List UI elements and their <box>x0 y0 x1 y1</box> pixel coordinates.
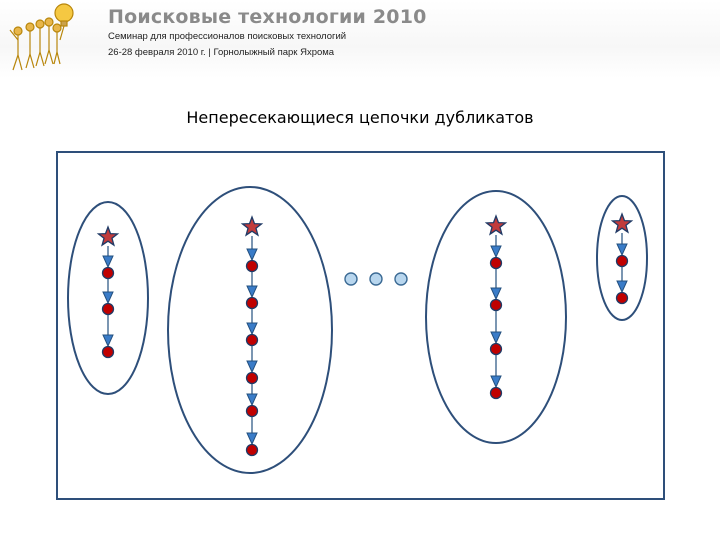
chain-arrow-head <box>246 393 258 407</box>
chain-ellipse <box>425 190 567 444</box>
duplicate-chain <box>67 201 149 395</box>
original-star-node <box>610 212 634 234</box>
chain-arrow-head <box>490 245 502 259</box>
chain-arrow-head <box>490 287 502 301</box>
chain-arrow-head <box>616 280 628 294</box>
chain-arrow-head <box>246 322 258 336</box>
logo-lightbulb-figures <box>9 3 74 71</box>
duplicate-node <box>245 404 259 418</box>
duplicate-node <box>245 333 259 347</box>
duplicate-node <box>489 342 503 356</box>
duplicate-node <box>615 291 629 305</box>
duplicate-node <box>615 254 629 268</box>
chain-arrow-head <box>616 243 628 257</box>
chain-arrow-head <box>102 255 114 269</box>
duplicate-node <box>245 296 259 310</box>
conference-subtitle: Семинар для профессионалов поисковых тех… <box>108 31 347 42</box>
chain-ellipse <box>596 195 648 321</box>
chain-arrow-head <box>246 432 258 446</box>
chain-arrow-head <box>246 285 258 299</box>
duplicate-chain <box>596 195 648 321</box>
duplicate-chain <box>167 186 333 474</box>
duplicate-node <box>245 259 259 273</box>
conference-date-location: 26-28 февраля 2010 г. | Горнолыжный парк… <box>108 47 335 58</box>
duplicate-node <box>489 256 503 270</box>
ellipsis-dot <box>394 272 408 286</box>
duplicate-chain <box>425 190 567 444</box>
original-star-node <box>240 215 264 237</box>
chain-ellipse <box>167 186 333 474</box>
conference-title: Поисковые технологии 2010 <box>108 6 427 28</box>
duplicate-node <box>245 371 259 385</box>
chain-arrow-head <box>102 291 114 305</box>
chain-arrow-head <box>490 331 502 345</box>
chain-arrow-head <box>490 375 502 389</box>
chain-arrow-head <box>246 360 258 374</box>
diagram-frame <box>56 151 665 500</box>
chain-arrow-head <box>246 248 258 262</box>
chain-ellipse <box>67 201 149 395</box>
duplicate-node <box>101 345 115 359</box>
original-star-node <box>96 225 120 247</box>
ellipsis-dot <box>369 272 383 286</box>
ellipsis-dot <box>344 272 358 286</box>
duplicate-node <box>489 298 503 312</box>
duplicate-node <box>101 266 115 280</box>
duplicate-node <box>489 386 503 400</box>
chain-arrow-head <box>102 334 114 348</box>
header-band <box>0 0 720 78</box>
duplicate-node <box>245 443 259 457</box>
slide-title: Непересекающиеся цепочки дубликатов <box>186 108 534 127</box>
original-star-node <box>484 214 508 236</box>
duplicate-node <box>101 302 115 316</box>
